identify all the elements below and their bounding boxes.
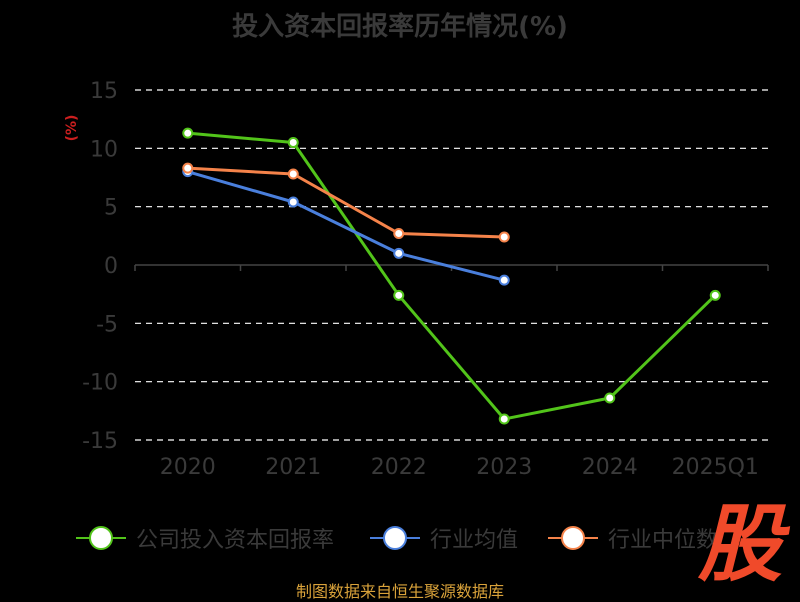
series-line-1 (187, 170, 505, 282)
data-point (287, 168, 299, 180)
legend: 公司投入资本回报率 行业均值 行业中位数 (0, 518, 800, 558)
legend-item-industry-average: 行业均值 (370, 518, 518, 558)
y-tick-label: 5 (104, 196, 118, 221)
y-tick-label: 15 (90, 79, 118, 104)
data-point (287, 137, 299, 148)
data-point (182, 127, 194, 139)
legend-label-company: 公司投入资本回报率 (136, 528, 335, 553)
data-source-note: 制图数据来自恒生聚源数据库 (295, 582, 504, 601)
data-point (709, 289, 721, 301)
y-tick-label: -15 (82, 429, 118, 454)
data-point (393, 228, 405, 239)
x-tick-label: 2024 (582, 455, 638, 480)
data-point (498, 274, 510, 286)
y-tick-label: -10 (82, 371, 118, 396)
series-line-2 (187, 166, 505, 239)
data-point (182, 162, 194, 174)
logo-icon: 股 (697, 495, 782, 593)
data-point (287, 196, 299, 208)
data-point (604, 392, 616, 404)
series-group (182, 127, 721, 425)
series-line-0 (187, 131, 717, 421)
chart-title: 投入资本回报率历年情况(%) (232, 12, 568, 42)
x-tick-label: 2025Q1 (672, 455, 759, 480)
legend-item-company: 公司投入资本回报率 (76, 518, 334, 558)
legend-item-industry-median: 行业中位数 (548, 518, 718, 558)
legend-label-industry-average: 行业均值 (430, 528, 519, 553)
y-tick-label: 10 (90, 137, 118, 162)
y-tick-label: -5 (96, 312, 118, 337)
data-point (498, 231, 510, 243)
x-tick-label: 2022 (371, 455, 427, 480)
data-point (393, 247, 405, 259)
data-point (498, 413, 510, 425)
x-tick-label: 2023 (476, 455, 532, 480)
legend-label-industry-median: 行业中位数 (608, 528, 719, 553)
x-tick-label: 2021 (265, 455, 321, 480)
x-tick-label: 2020 (160, 455, 216, 480)
y-tick-label: 0 (104, 254, 118, 279)
axes: 15 10 5 0 -5 -10 -15 2020 2021 2022 2023 2024 2025Q1 (82, 79, 769, 480)
data-point (393, 289, 405, 301)
